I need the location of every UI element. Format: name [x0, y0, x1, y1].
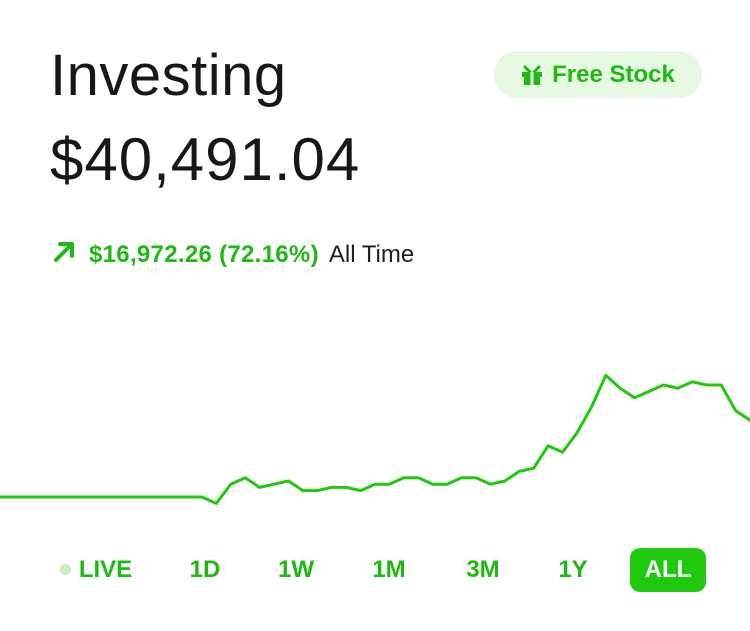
portfolio-line [0, 373, 750, 505]
page-title: Investing [50, 43, 287, 108]
range-1y[interactable]: 1Y [544, 548, 602, 592]
range-1d[interactable]: 1D [176, 548, 234, 592]
range-1d-label: 1D [189, 556, 221, 583]
portfolio-value: $40,491.04 [50, 126, 361, 193]
range-3m[interactable]: 3M [452, 548, 514, 592]
range-live-label: LIVE [78, 556, 133, 583]
range-all-label: ALL [644, 556, 692, 583]
range-live[interactable]: LIVE [52, 548, 140, 592]
range-1m-label: 1M [372, 556, 406, 583]
portfolio-line-chart [0, 373, 750, 505]
range-1m[interactable]: 1M [358, 548, 420, 592]
time-range-selector: LIVE 1D 1W 1M 3M 1Y ALL [0, 548, 750, 592]
performance-period: All Time [328, 241, 415, 268]
free-stock-button[interactable]: Free Stock [494, 51, 702, 98]
free-stock-label: Free Stock [552, 60, 675, 88]
range-1y-label: 1Y [558, 556, 588, 583]
range-1w[interactable]: 1W [264, 548, 328, 592]
gift-icon [521, 64, 543, 86]
performance-change: $16,972.26 (72.16%) [89, 241, 319, 268]
live-dot-icon [59, 564, 71, 575]
range-all[interactable]: ALL [630, 548, 706, 592]
arrow-up-right-icon [52, 240, 76, 271]
range-3m-label: 3M [466, 556, 500, 583]
range-1w-label: 1W [278, 556, 314, 583]
performance-summary: $16,972.26 (72.16%) All Time [52, 238, 414, 272]
